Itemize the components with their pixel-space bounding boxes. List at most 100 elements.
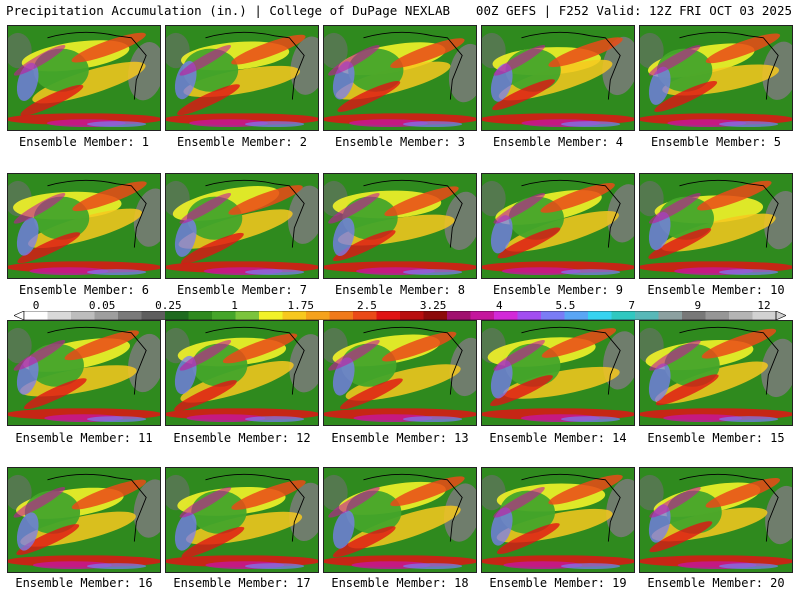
colorbar-tick-label: 0.05 (88, 299, 116, 312)
precip-map-image (8, 321, 160, 425)
colorbar-swatch (682, 311, 706, 320)
ensemble-map-14 (481, 320, 635, 426)
colorbar-swatch (118, 311, 142, 320)
ensemble-map-6 (7, 173, 161, 279)
colorbar-swatch (494, 311, 518, 320)
colorbar-swatch (141, 311, 166, 320)
ensemble-member-label: Ensemble Member: 19 (489, 576, 627, 590)
ensemble-member-label: Ensemble Member: 4 (492, 135, 624, 149)
precip-map-image (324, 174, 476, 278)
ensemble-member-label: Ensemble Member: 14 (489, 431, 627, 445)
colorbar-tick-label: 4 (495, 299, 503, 312)
ensemble-map-10 (639, 173, 793, 279)
ensemble-member-label: Ensemble Member: 8 (334, 283, 466, 297)
ensemble-member-label: Ensemble Member: 5 (650, 135, 782, 149)
ensemble-member-label: Ensemble Member: 17 (173, 576, 311, 590)
colorbar-swatch (259, 311, 283, 320)
colorbar-swatch (705, 311, 730, 320)
colorbar-swatch (165, 311, 189, 320)
colorbar-swatch (752, 311, 777, 320)
colorbar-swatch (588, 311, 612, 320)
ensemble-map-7 (165, 173, 319, 279)
colorbar-tick-label: 3.25 (419, 299, 447, 312)
colorbar-swatch (212, 311, 236, 320)
colorbar-swatch (517, 311, 542, 320)
title-right: 00Z GEFS | F252 Valid: 12Z FRI OCT 03 20… (475, 3, 792, 18)
colorbar-tick-label: 9 (694, 299, 702, 312)
colorbar-tick-label: 2.5 (356, 299, 377, 312)
colorbar-swatch (729, 311, 753, 320)
ensemble-map-2 (165, 25, 319, 131)
ensemble-map-3 (323, 25, 477, 131)
colorbar-swatch (47, 311, 72, 320)
precip-map-image (640, 26, 792, 130)
ensemble-map-17 (165, 467, 319, 573)
colorbar-swatch (470, 311, 495, 320)
precip-map-image (482, 26, 634, 130)
ensemble-member-label: Ensemble Member: 12 (173, 431, 311, 445)
ensemble-map-12 (165, 320, 319, 426)
colorbar-tick-label: 7 (628, 299, 635, 312)
ensemble-map-9 (481, 173, 635, 279)
colorbar-swatch (71, 311, 95, 320)
colorbar-right-arrow (775, 311, 786, 320)
colorbar-swatch (94, 311, 119, 320)
ensemble-member-label: Ensemble Member: 20 (647, 576, 785, 590)
precip-map-image (640, 174, 792, 278)
precip-map-image (482, 174, 634, 278)
precip-map-image (640, 321, 792, 425)
precip-map-image (8, 468, 160, 572)
precip-map-image (324, 321, 476, 425)
colorbar-tick-label: 1 (231, 299, 238, 312)
precip-map-image (166, 321, 318, 425)
colorbar-swatch (282, 311, 307, 320)
ensemble-member-label: Ensemble Member: 16 (15, 576, 153, 590)
colorbar-tick-label: 5.5 (555, 299, 576, 312)
ensemble-member-label: Ensemble Member: 7 (176, 283, 308, 297)
ensemble-map-15 (639, 320, 793, 426)
precip-map-image (166, 468, 318, 572)
colorbar-swatch (24, 311, 48, 320)
colorbar-tick-label: 12 (757, 299, 771, 312)
colorbar-swatch (564, 311, 589, 320)
ensemble-member-label: Ensemble Member: 9 (492, 283, 624, 297)
colorbar-swatch (423, 311, 448, 320)
ensemble-member-label: Ensemble Member: 15 (647, 431, 785, 445)
colorbar-swatch (329, 311, 354, 320)
ensemble-map-19 (481, 467, 635, 573)
colorbar-left-arrow (14, 311, 25, 320)
ensemble-map-4 (481, 25, 635, 131)
ensemble-map-18 (323, 467, 477, 573)
ensemble-map-20 (639, 467, 793, 573)
precip-map-image (482, 321, 634, 425)
colorbar-swatch (658, 311, 683, 320)
ensemble-member-label: Ensemble Member: 18 (331, 576, 469, 590)
ensemble-member-label: Ensemble Member: 1 (18, 135, 150, 149)
colorbar-swatch (235, 311, 260, 320)
ensemble-map-11 (7, 320, 161, 426)
ensemble-member-label: Ensemble Member: 2 (176, 135, 308, 149)
colorbar-tick-label: 0 (32, 299, 40, 312)
precip-map-image (324, 26, 476, 130)
colorbar-tick-label: 0.25 (155, 299, 182, 312)
colorbar-swatch (400, 311, 424, 320)
ensemble-map-8 (323, 173, 477, 279)
colorbar-strip (14, 311, 786, 320)
ensemble-map-16 (7, 467, 161, 573)
ensemble-map-13 (323, 320, 477, 426)
colorbar: 0 0.05 0.25 1 1.75 2.5 3.25 4 5.5 7 9 12 (14, 299, 786, 327)
precip-map-image (324, 468, 476, 572)
colorbar-swatch (611, 311, 636, 320)
colorbar-swatch (541, 311, 565, 320)
ensemble-map-1 (7, 25, 161, 131)
precip-map-image (8, 26, 160, 130)
ensemble-member-label: Ensemble Member: 6 (18, 283, 150, 297)
colorbar-swatch (188, 311, 213, 320)
ensemble-map-5 (639, 25, 793, 131)
precip-map-image (482, 468, 634, 572)
precip-map-image (640, 468, 792, 572)
ensemble-member-label: Ensemble Member: 13 (331, 431, 469, 445)
colorbar-swatch (306, 311, 330, 320)
ensemble-member-label: Ensemble Member: 11 (15, 431, 153, 445)
precip-map-image (166, 26, 318, 130)
